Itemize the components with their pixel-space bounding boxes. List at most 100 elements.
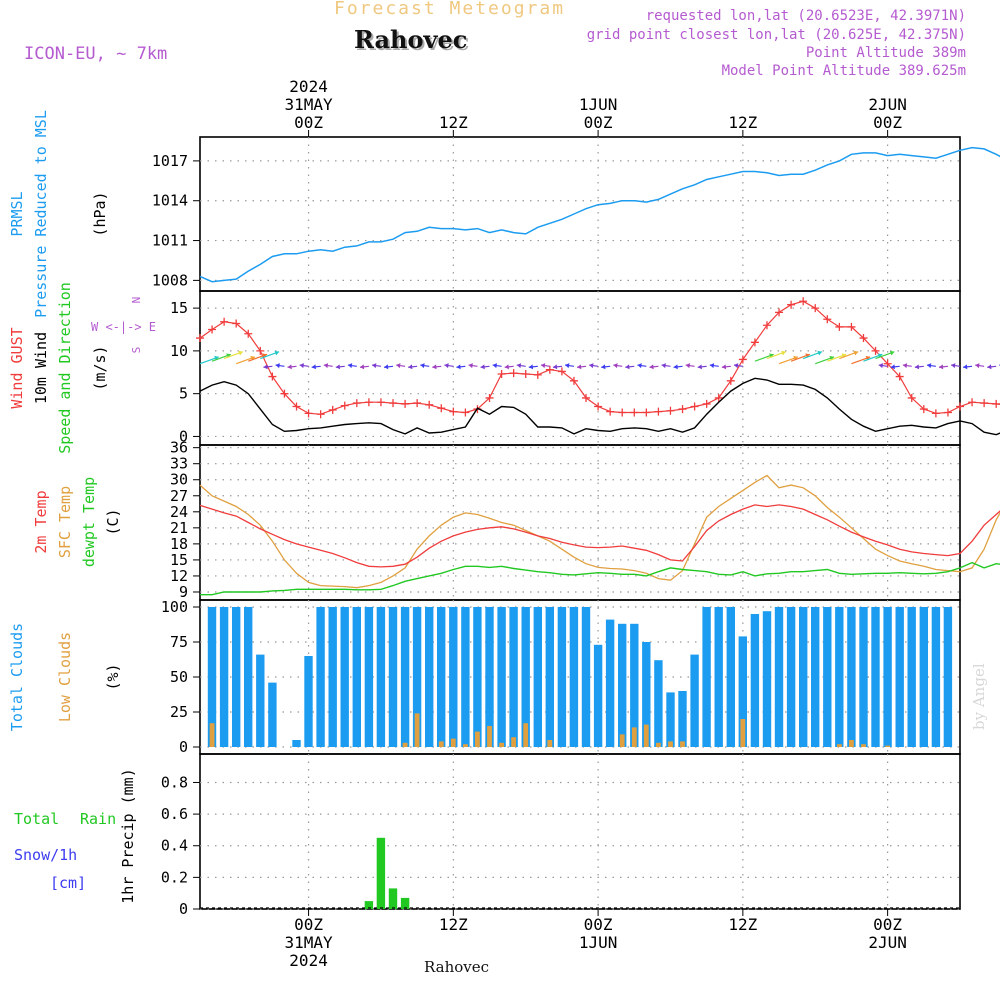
- gust-marker: [931, 409, 940, 418]
- total-cloud-bar: [376, 607, 386, 747]
- y-tick-label: 100: [161, 598, 188, 616]
- rain-bar: [376, 837, 386, 909]
- pressure-unit: (hPa): [91, 191, 109, 236]
- gust-marker: [352, 399, 361, 408]
- y-tick-label: 25: [170, 703, 188, 721]
- total-cloud-bar: [316, 607, 325, 747]
- gust-marker: [437, 404, 446, 413]
- total-cloud-bar: [304, 656, 313, 747]
- low-cloud-bar: [438, 741, 444, 747]
- wind-arrow-head: [661, 363, 666, 369]
- gust-marker: [799, 297, 808, 306]
- y-tick-label: 0: [179, 900, 188, 918]
- wind-direction-arrow: [613, 363, 623, 369]
- total-cloud-bar: [292, 740, 301, 747]
- gust-marker: [726, 376, 735, 385]
- total-cloud-bar: [497, 607, 506, 747]
- wind-direction-arrow: [827, 353, 847, 362]
- wind-arrow-head: [829, 355, 835, 361]
- wind-arrow-head: [637, 363, 642, 369]
- wind-arrow-head: [890, 364, 895, 370]
- low-cloud-bar: [511, 737, 516, 747]
- wind-direction-arrow: [754, 353, 774, 362]
- wind-direction-arrow: [963, 364, 973, 370]
- wind-arrow-head: [396, 363, 401, 369]
- total-cloud-bar: [461, 607, 470, 747]
- gust-marker: [968, 398, 977, 407]
- wind-arrow-head: [335, 364, 341, 370]
- total-cloud-bar: [545, 607, 554, 747]
- wind-direction-arrow: [564, 363, 575, 369]
- x-year-label-bottom: 2024: [289, 951, 328, 970]
- total-cloud-bar: [425, 607, 434, 747]
- wind-arrow-head: [889, 350, 895, 356]
- gust-marker: [835, 322, 844, 331]
- wind-arrow-head: [444, 363, 449, 369]
- wind-arrow-head: [432, 364, 437, 370]
- wind-direction-arrow: [504, 364, 514, 370]
- model-label: ICON-EU, ~ 7km: [24, 44, 168, 64]
- wind-direction-arrow: [248, 353, 268, 362]
- wind-arrow-head: [841, 353, 847, 359]
- dewpt-line: [200, 561, 1000, 596]
- total-cloud-bar: [738, 636, 747, 747]
- gust-marker: [376, 398, 385, 407]
- gust-marker: [256, 346, 265, 355]
- precip-axis-label: 1hr Precip (mm): [119, 768, 137, 903]
- cloud-label-low: Low Clouds: [56, 632, 74, 722]
- x-tick-label-bottom: 00Z: [873, 915, 902, 934]
- wind-arrow-head: [480, 364, 485, 370]
- gust-marker: [847, 322, 856, 331]
- total-cloud-bar: [232, 607, 241, 747]
- product-title: Forecast Meteogram: [334, 0, 566, 19]
- wind-direction-arrow: [384, 364, 394, 370]
- gust-marker: [714, 393, 723, 402]
- low-cloud-bar: [861, 744, 866, 747]
- wind-arrow-head: [769, 353, 774, 359]
- total-cloud-bar: [883, 607, 892, 747]
- wind-direction-arrow: [987, 364, 997, 370]
- total-cloud-bar: [521, 607, 530, 747]
- gust-marker: [196, 334, 204, 343]
- wind-arrow-head: [420, 363, 425, 369]
- total-cloud-bar: [557, 607, 567, 747]
- total-cloud-bar: [859, 607, 868, 747]
- wind-arrow-head: [685, 363, 690, 369]
- y-tick-label: 21: [170, 519, 188, 537]
- wind-label-10m: 10m Wind: [32, 332, 50, 404]
- wind-direction-arrow: [685, 363, 695, 369]
- total-cloud-bar: [340, 607, 349, 747]
- wind-arrow-head: [817, 350, 822, 356]
- gust-marker: [762, 321, 771, 330]
- gust-marker: [316, 410, 325, 419]
- gust-marker: [702, 399, 711, 408]
- wind-arrow-head: [673, 364, 678, 370]
- total-cloud-bar: [919, 607, 928, 747]
- wind-direction-arrow: [914, 364, 924, 370]
- low-cloud-bar: [668, 741, 673, 747]
- total-cloud-bar: [207, 607, 217, 747]
- x-tick-label-top: 12Z: [439, 113, 468, 132]
- low-cloud-bar: [849, 740, 854, 747]
- x-date-label-bottom: 31MAY: [284, 933, 333, 952]
- wind-direction-arrow: [625, 364, 635, 370]
- rain-bar: [364, 901, 374, 909]
- wind-arrow-head: [877, 353, 883, 359]
- wind-direction-arrow: [263, 364, 273, 370]
- wind-direction-arrow: [938, 364, 948, 370]
- gust-marker: [992, 399, 1000, 408]
- gust-marker: [485, 393, 494, 402]
- low-cloud-bar: [631, 727, 637, 747]
- gust-marker: [582, 393, 591, 402]
- wind-arrow-head: [372, 363, 377, 369]
- wind-arrow-head: [709, 363, 715, 369]
- wind-arrow-head: [287, 364, 292, 370]
- rain-bar: [400, 897, 410, 909]
- model-point-altitude: Model Point Altitude 389.625m: [721, 63, 966, 79]
- wind-arrow-head: [721, 364, 727, 370]
- total-cloud-bar: [774, 607, 784, 747]
- total-cloud-bar: [642, 642, 651, 747]
- wind-direction-arrow: [420, 363, 430, 369]
- wind-unit: (m/s): [91, 345, 109, 390]
